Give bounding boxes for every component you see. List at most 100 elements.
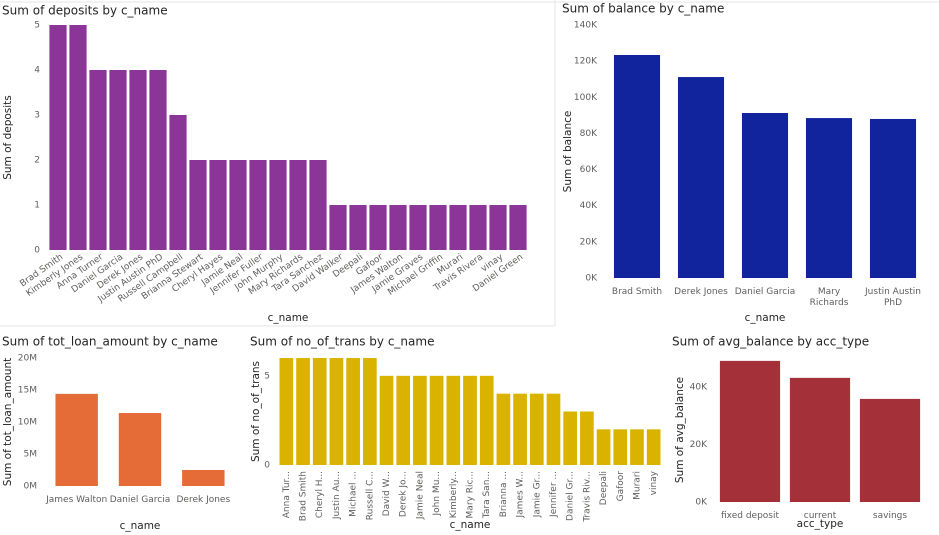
bar xyxy=(529,393,544,465)
x-tick-label: Derek Jo... xyxy=(399,471,409,517)
bar xyxy=(719,360,781,502)
chart-title: Sum of avg_balance by acc_type xyxy=(672,335,869,349)
y-axis-title: Sum of tot_loan_amount xyxy=(2,358,14,486)
x-tick-label: Justin Austin PhD xyxy=(865,287,921,308)
bar xyxy=(69,25,87,250)
y-tick-label: 5M xyxy=(24,450,38,460)
bar xyxy=(369,205,387,250)
y-tick-label: 1 xyxy=(34,201,40,211)
y-axis-title: Sum of balance xyxy=(562,111,574,193)
bar xyxy=(463,375,477,465)
bar xyxy=(182,470,225,486)
bar xyxy=(296,358,310,465)
y-tick-label: 80K xyxy=(580,129,598,139)
bar xyxy=(613,429,628,465)
x-tick-label: savings xyxy=(872,511,908,521)
y-tick-label: 40K xyxy=(690,382,708,392)
bar xyxy=(118,413,162,486)
bar xyxy=(346,358,360,465)
bar xyxy=(741,113,789,278)
bar xyxy=(449,205,467,250)
x-tick-label: Mary Richards xyxy=(809,287,849,308)
x-tick-label-box: Brad Smith xyxy=(611,287,663,297)
bar xyxy=(249,160,267,250)
x-tick-label: Daniel Garcia xyxy=(109,495,171,505)
x-tick-label: Daniel Garcia xyxy=(734,287,796,297)
bar xyxy=(513,393,527,465)
y-tick-label: 100K xyxy=(574,93,598,103)
bar xyxy=(789,377,851,502)
bar xyxy=(413,375,427,465)
y-tick-label: 10M xyxy=(18,418,37,428)
x-tick-label-box: Daniel Garcia xyxy=(734,287,796,297)
bar xyxy=(429,375,444,465)
chart-title: Sum of balance by c_name xyxy=(562,2,724,16)
x-axis-title: c_name xyxy=(120,520,161,532)
y-tick-label: 20K xyxy=(690,440,708,450)
bar xyxy=(429,205,447,250)
x-tick-label: James Walton xyxy=(46,495,108,505)
x-tick-label: Gafoor xyxy=(616,471,626,502)
bar xyxy=(677,77,725,278)
bar xyxy=(859,398,921,502)
bar xyxy=(362,358,377,465)
x-axis-title: c_name xyxy=(450,519,491,531)
y-tick-label: 0 xyxy=(34,246,40,256)
bar xyxy=(630,429,644,465)
bar xyxy=(646,429,661,465)
y-tick-label: 20K xyxy=(580,237,598,247)
bar xyxy=(229,160,247,250)
x-tick-label: Russell C... xyxy=(365,471,375,520)
x-tick-label: David W... xyxy=(382,471,392,516)
x-tick-label: Michael ... xyxy=(349,471,359,517)
x-tick-label: Jennifer ... xyxy=(549,471,559,518)
y-tick-label: 0 xyxy=(264,461,270,471)
x-tick-label: Tara San... xyxy=(482,471,492,519)
bar xyxy=(409,205,427,250)
bar xyxy=(209,160,227,250)
y-tick-label: 5 xyxy=(264,371,270,381)
bar xyxy=(613,54,661,279)
x-tick-label: John Mu... xyxy=(432,471,442,516)
y-tick-label: 20M xyxy=(18,354,37,364)
bar xyxy=(805,118,853,278)
x-tick-label: current xyxy=(803,511,837,521)
x-tick-label: Murari xyxy=(632,471,642,500)
y-axis-title: Sum of no_of_trans xyxy=(250,361,262,462)
bar xyxy=(55,393,98,486)
bar xyxy=(580,411,594,465)
x-tick-label: Mary Ric... xyxy=(466,471,476,518)
x-tick-label: vinay xyxy=(649,470,659,495)
x-axis-title: c_name xyxy=(745,312,786,324)
y-tick-label: 2 xyxy=(34,156,40,166)
bar xyxy=(189,160,207,250)
bar xyxy=(109,70,127,250)
bar xyxy=(563,411,578,465)
bar xyxy=(396,375,411,465)
bar xyxy=(329,358,344,465)
bar xyxy=(269,160,287,250)
bar xyxy=(469,205,487,250)
bar xyxy=(312,358,327,465)
x-tick-label: Brad Smith xyxy=(611,287,663,297)
bar xyxy=(596,429,611,465)
bar xyxy=(446,375,461,465)
bar xyxy=(329,205,347,250)
bar xyxy=(279,358,294,465)
y-tick-label: 0K xyxy=(585,274,598,284)
x-tick-label: Brad Smith xyxy=(299,471,309,521)
y-tick-label: 120K xyxy=(574,57,598,67)
x-tick-label: Jamie Gr... xyxy=(532,471,542,518)
x-tick-label: Kimberly... xyxy=(449,471,459,518)
y-axis-title: Sum of deposits xyxy=(2,95,14,180)
bar xyxy=(496,393,511,465)
x-tick-label: fixed deposit xyxy=(720,511,780,521)
x-tick-label: Anna Tur... xyxy=(282,471,292,518)
bar xyxy=(169,115,187,250)
y-tick-label: 15M xyxy=(18,386,37,396)
bar xyxy=(149,70,167,250)
y-tick-label: 3 xyxy=(34,111,40,121)
bar xyxy=(349,205,367,250)
x-tick-label: James W... xyxy=(516,471,526,518)
